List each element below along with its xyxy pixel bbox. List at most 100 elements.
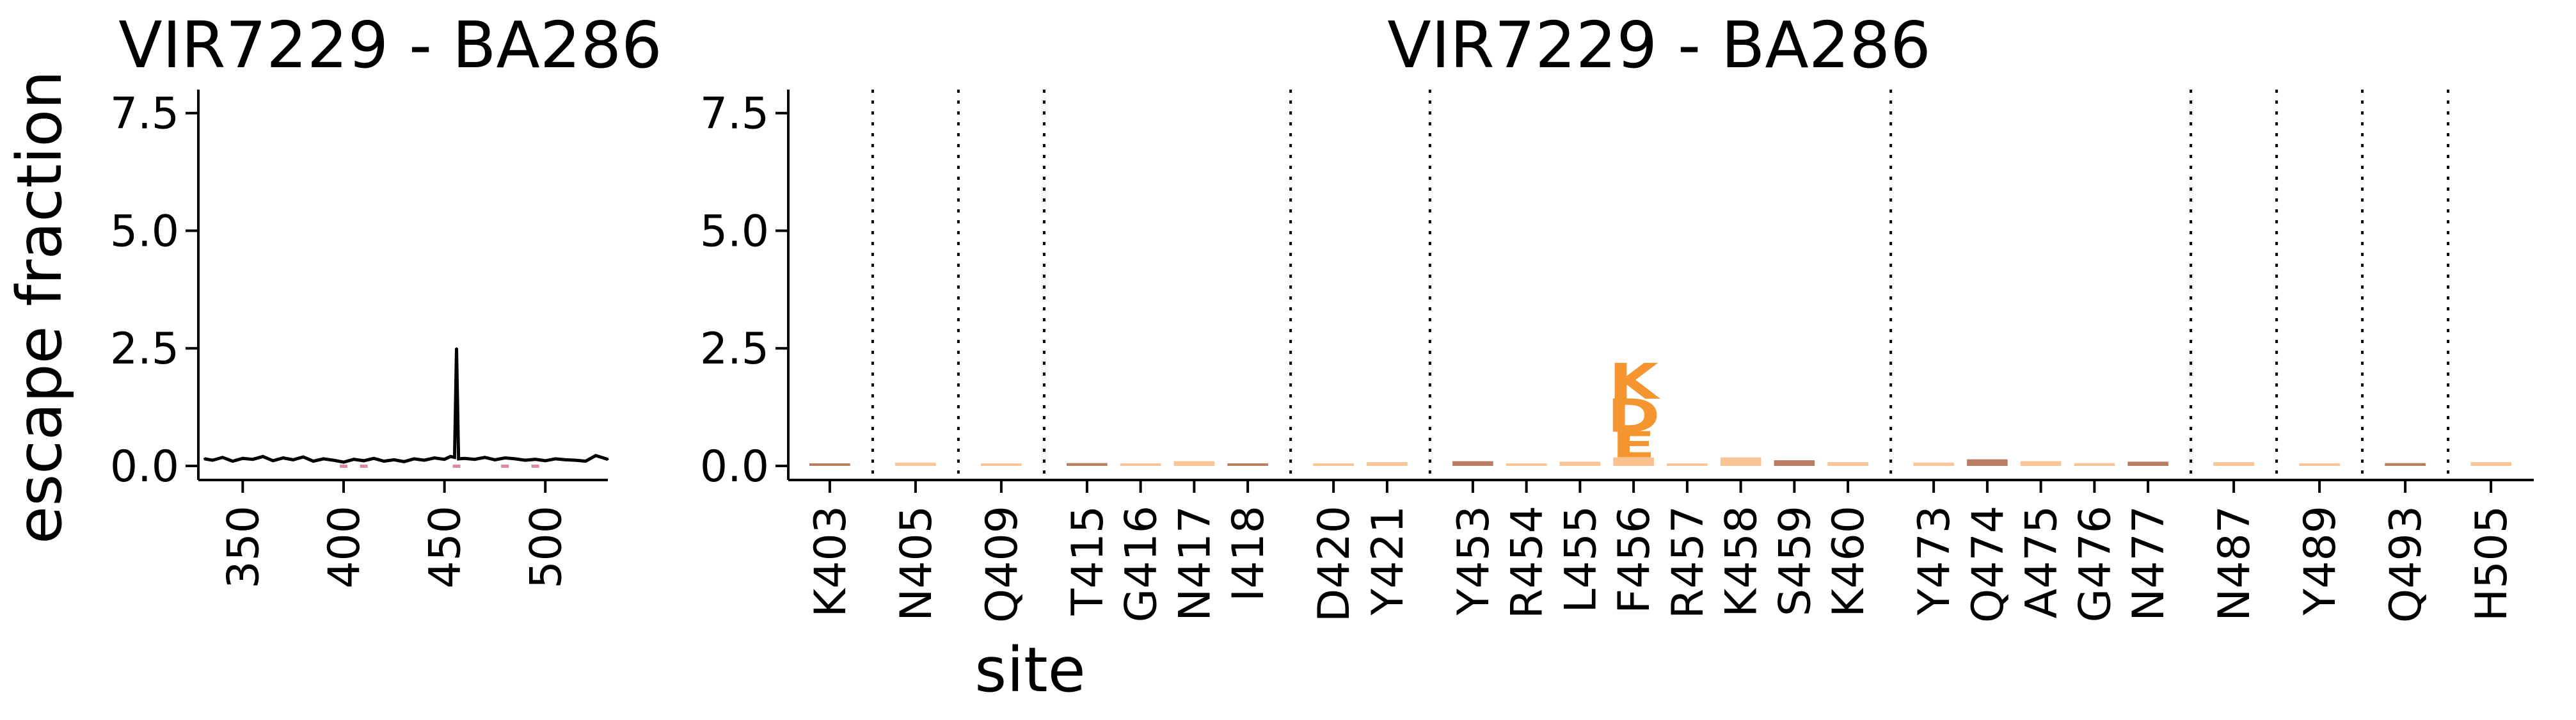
- y-tick-label: 2.5: [110, 324, 179, 374]
- site-marker: [452, 464, 461, 468]
- x-tick-label-Y473: Y473: [1909, 506, 1960, 616]
- site-bar-Y421: [1367, 462, 1408, 466]
- x-tick-label: 500: [521, 506, 571, 589]
- logo-plot-title: VIR7229 - BA286: [1387, 8, 1930, 83]
- x-tick-label-Q493: Q493: [2381, 506, 2431, 623]
- logo-site-bars: [809, 457, 2511, 466]
- x-tick-label-T415: T415: [1063, 506, 1113, 616]
- logo-letter-E: E: [1612, 425, 1655, 467]
- line-point: [342, 461, 345, 463]
- x-axis-label: site: [974, 634, 1085, 706]
- site-marker: [531, 464, 539, 468]
- site-bar-G476: [2074, 463, 2115, 466]
- site-bar-D420: [1313, 463, 1354, 466]
- site-bar-N477: [2127, 461, 2168, 466]
- line-point: [272, 460, 274, 462]
- site-bar-H505: [2470, 462, 2511, 466]
- line-point: [403, 460, 406, 463]
- site-bar-N405: [895, 462, 936, 466]
- x-tick-label-F456: F456: [1609, 506, 1660, 614]
- line-point: [241, 457, 244, 460]
- line-point: [302, 456, 305, 458]
- logo-plot-x-ticks: K403 N405 Q409 T415 G416 N417 I418 D420 Y421 Y453…: [806, 480, 2517, 623]
- line-point: [449, 455, 452, 458]
- site-bar-R454: [1506, 463, 1547, 466]
- line-point: [203, 458, 205, 460]
- line-point: [554, 458, 557, 460]
- line-plot-x-ticks: 350 400 450 500: [218, 480, 571, 589]
- line-point: [457, 458, 460, 460]
- x-tick-label-K458: K458: [1717, 506, 1767, 617]
- x-tick-label-I418: I418: [1223, 506, 1274, 602]
- x-tick-label-A475: A475: [2017, 506, 2067, 618]
- line-point: [524, 459, 527, 461]
- x-tick-label-D420: D420: [1309, 506, 1360, 622]
- site-bar-A475: [2020, 461, 2062, 466]
- site-bar-Q409: [981, 463, 1022, 466]
- site-bar-G416: [1120, 463, 1161, 466]
- line-point: [514, 458, 516, 460]
- logo-plot-y-ticks: 0.0 2.5 5.0 7.5: [700, 89, 788, 492]
- site-bar-N487: [2213, 462, 2254, 466]
- x-tick-label-R454: R454: [1502, 506, 1553, 619]
- site-group-dividers: [871, 90, 2450, 480]
- x-tick-label: 350: [218, 506, 269, 589]
- y-tick-label: 7.5: [110, 89, 179, 140]
- site-bar-Q474: [1967, 459, 2008, 466]
- line-point: [282, 456, 284, 459]
- line-point: [232, 460, 234, 463]
- y-tick-label: 7.5: [700, 89, 769, 140]
- site-bar-K403: [809, 463, 850, 466]
- line-point: [211, 459, 214, 461]
- logo-letter-stack: EDK: [1607, 353, 1661, 466]
- line-point: [383, 460, 385, 463]
- logo-letter-D: D: [1607, 389, 1660, 442]
- line-point: [594, 454, 597, 457]
- line-point: [433, 456, 436, 459]
- site-bar-Y473: [1913, 462, 1954, 466]
- line-point: [534, 458, 537, 461]
- logo-plot-panel: VIR7229 - BA286 0.0 2.5 5.0 7.5 EDK K403 N40…: [700, 8, 2534, 623]
- x-tick-label-K460: K460: [1824, 506, 1874, 617]
- site-bar-T415: [1067, 463, 1108, 466]
- line-point: [322, 458, 324, 460]
- x-tick-label-Y489: Y489: [2295, 506, 2346, 616]
- line-point: [484, 456, 486, 459]
- x-tick-label-N477: N477: [2124, 506, 2174, 621]
- line-point: [443, 458, 446, 461]
- x-tick-label-S459: S459: [1770, 506, 1820, 616]
- line-point: [221, 456, 224, 459]
- x-tick-label-N417: N417: [1170, 506, 1220, 621]
- x-tick-label-N405: N405: [891, 506, 942, 621]
- site-bar-L455: [1559, 461, 1601, 466]
- site-bar-Y453: [1452, 461, 1493, 466]
- line-point: [363, 460, 365, 462]
- y-tick-label: 2.5: [700, 324, 769, 374]
- x-tick-label-Q409: Q409: [977, 506, 1028, 623]
- line-point: [456, 347, 458, 349]
- line-point: [504, 456, 506, 459]
- site-bar-Y489: [2299, 463, 2340, 466]
- site-bar-R457: [1667, 463, 1708, 466]
- line-plot-series: [203, 347, 609, 468]
- x-tick-label-N487: N487: [2209, 506, 2260, 621]
- line-plot-panel: VIR7229 - BA286 0.0 2.5 5.0 7.5 350 400 450 50…: [110, 8, 662, 589]
- site-bar-K460: [1827, 462, 1868, 466]
- line-point: [251, 458, 254, 461]
- line-point: [493, 458, 496, 461]
- line-point: [292, 458, 294, 461]
- line-point: [413, 458, 415, 460]
- site-bar-N417: [1173, 461, 1215, 466]
- line-point: [473, 458, 476, 461]
- site-bar-K458: [1720, 457, 1761, 466]
- line-point: [575, 459, 577, 461]
- y-tick-label: 0.0: [110, 442, 179, 492]
- line-point: [544, 460, 546, 462]
- line-point: [423, 459, 425, 461]
- x-tick-label-G476: G476: [2070, 506, 2120, 622]
- line-point: [584, 460, 587, 463]
- site-bar-Q493: [2385, 463, 2426, 466]
- line-point: [564, 458, 567, 461]
- line-plot-y-ticks: 0.0 2.5 5.0 7.5: [110, 89, 198, 492]
